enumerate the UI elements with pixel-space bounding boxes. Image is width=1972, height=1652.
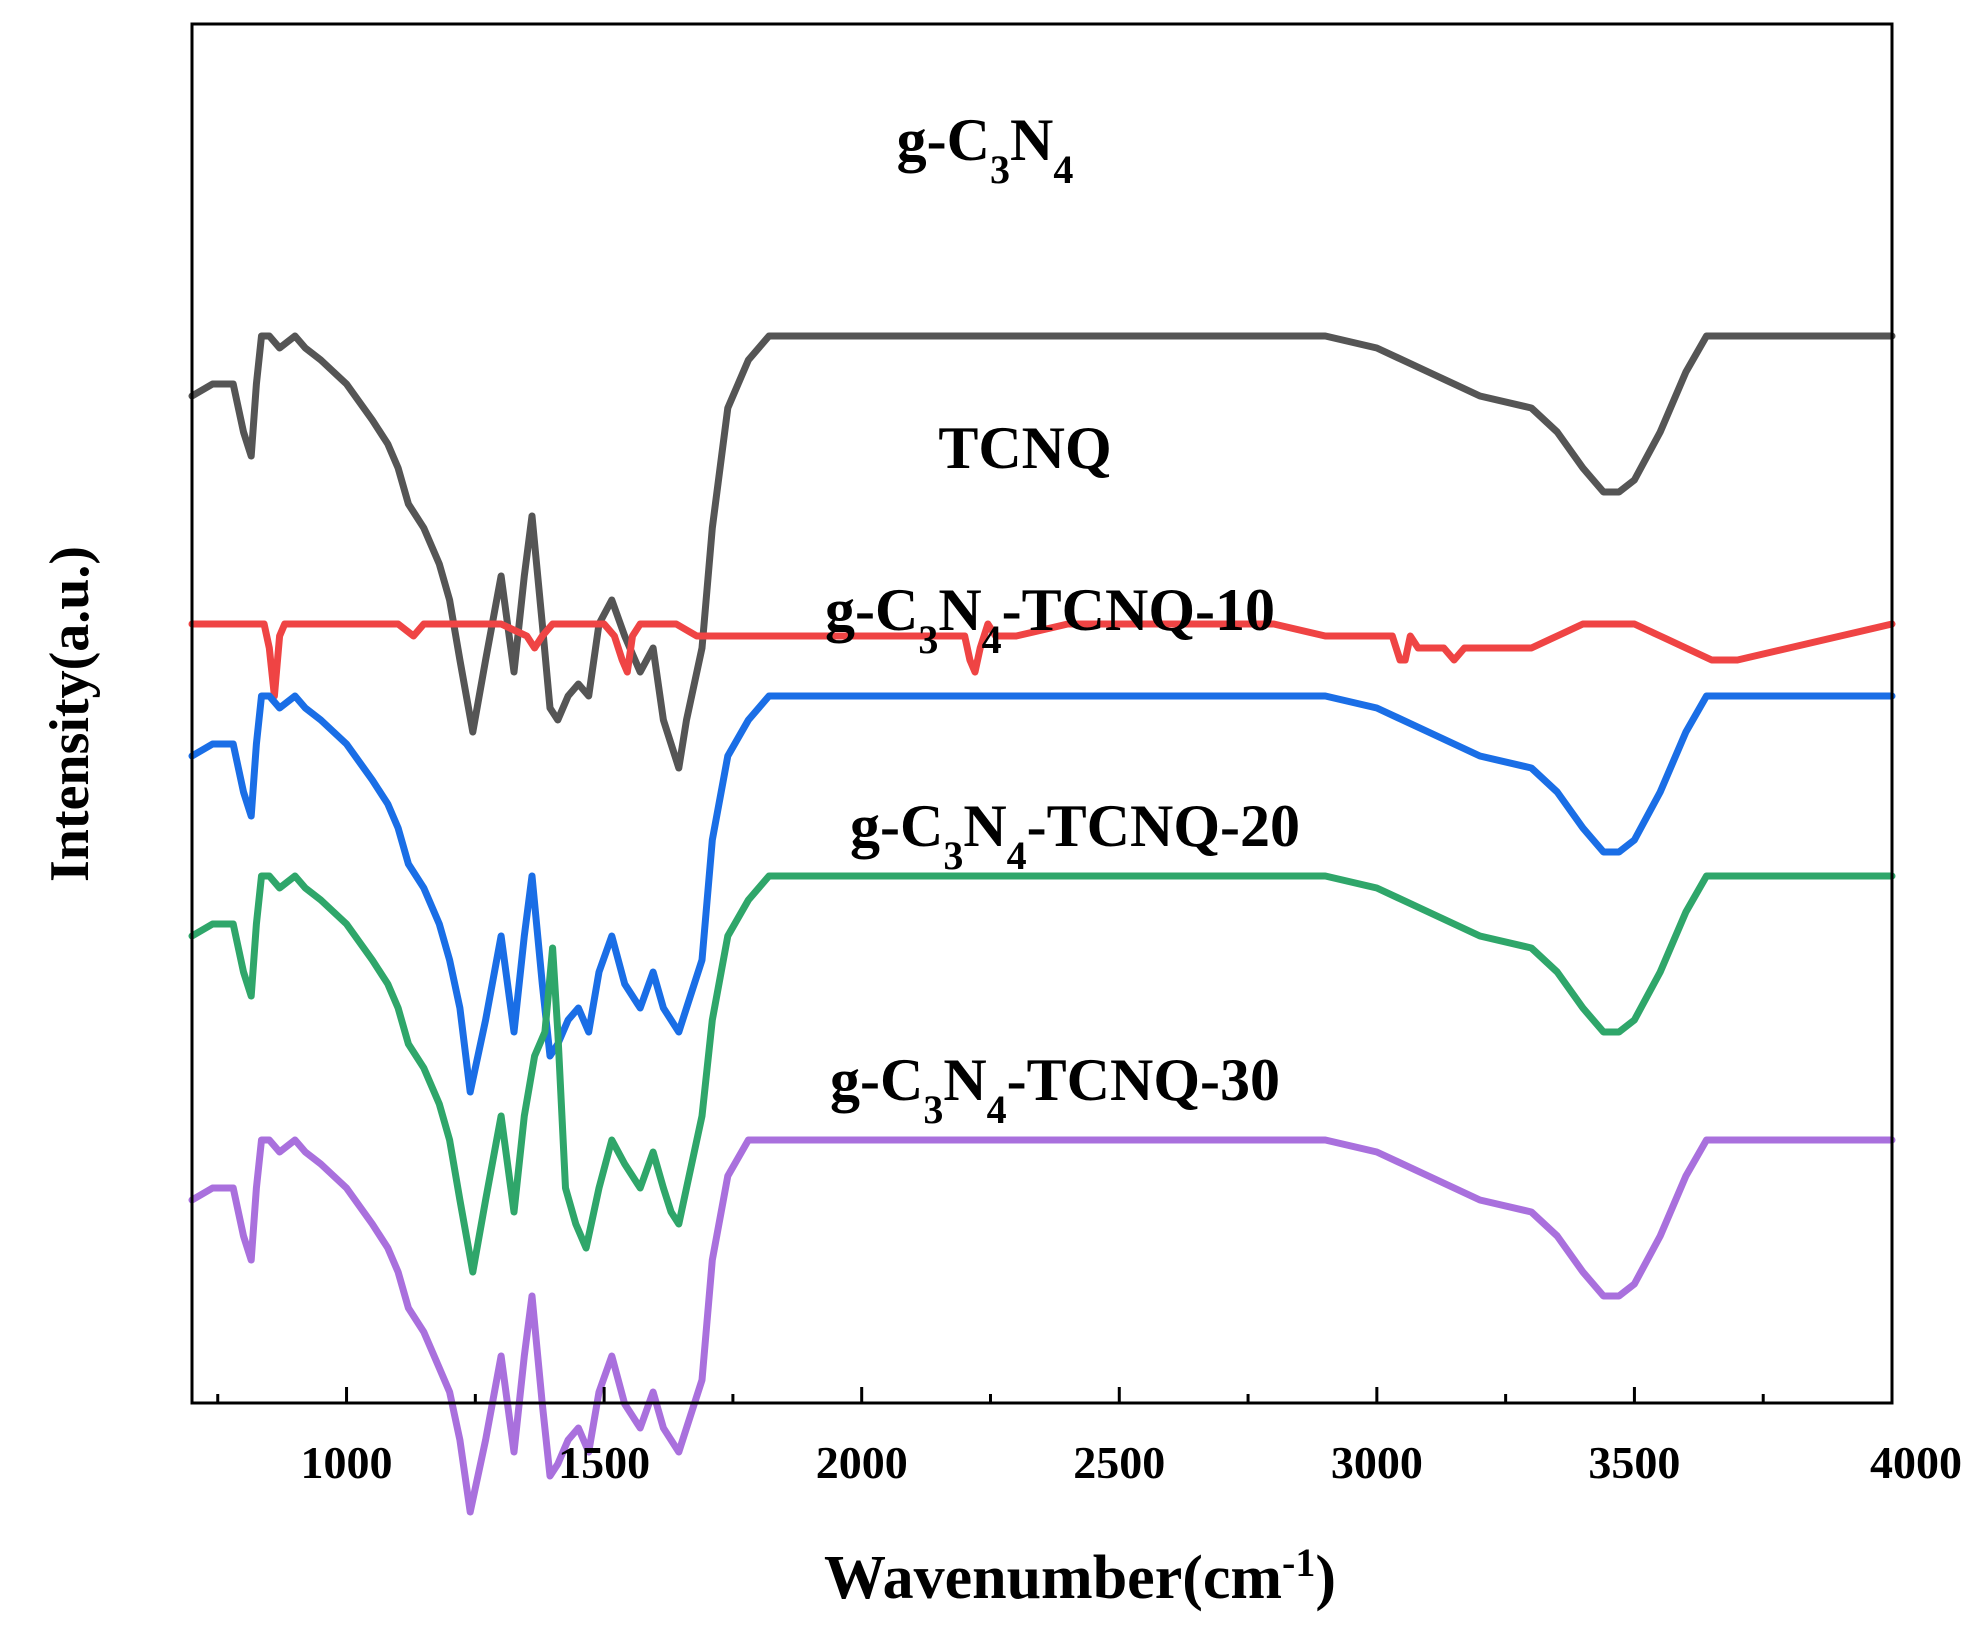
series-label-g-c3n4-tcnq-30: g-C3N4-TCNQ-30 [830,1047,1280,1132]
series-labels-layer: g-C3N4 TCNQ g-C3N4-TCNQ-10 g-C3N4-TCNQ-20 g-… [825,107,1300,1132]
x-tick-label-1500: 1500 [558,1437,650,1488]
series-line-g-c3n4-tcnq-30 [188,1136,1896,1516]
x-tick-label-3000: 3000 [1331,1437,1423,1488]
series-label-tcnq: TCNQ [938,415,1111,481]
x-axis-label-tail: ) [1315,1544,1336,1612]
x-tick-label-2000: 2000 [816,1437,908,1488]
series-line-g-c3n4-tcnq-10 [188,692,1896,1096]
y-axis-label: Intensity(a.u.) [39,546,101,882]
x-tick-label-1000: 1000 [301,1437,393,1488]
series-line-g-c3n4 [188,332,1896,772]
x-tick-label-2500: 2500 [1073,1437,1165,1488]
x-axis-label-main: Wavenumber(cm [824,1544,1282,1612]
series-line-tcnq [188,620,1896,700]
series-label-g-c3n4: g-C3N4 [897,107,1074,192]
x-axis: 1000 1500 2000 2500 3000 3500 4000 [216,1387,1962,1488]
series-label-g-c3n4-tcnq-20: g-C3N4-TCNQ-20 [850,793,1300,878]
x-tick-label-4000: 4000 [1870,1437,1962,1488]
x-tick-label-3500: 3500 [1588,1437,1680,1488]
series-line-g-c3n4-tcnq-20 [188,872,1896,1276]
x-axis-label: Wavenumber(cm-1) [824,1540,1336,1613]
plot-frame [190,22,1894,1405]
series-layer [188,332,1896,1516]
series-label-g-c3n4-tcnq-10: g-C3N4-TCNQ-10 [825,577,1275,662]
x-axis-label-sup: -1 [1282,1540,1315,1585]
